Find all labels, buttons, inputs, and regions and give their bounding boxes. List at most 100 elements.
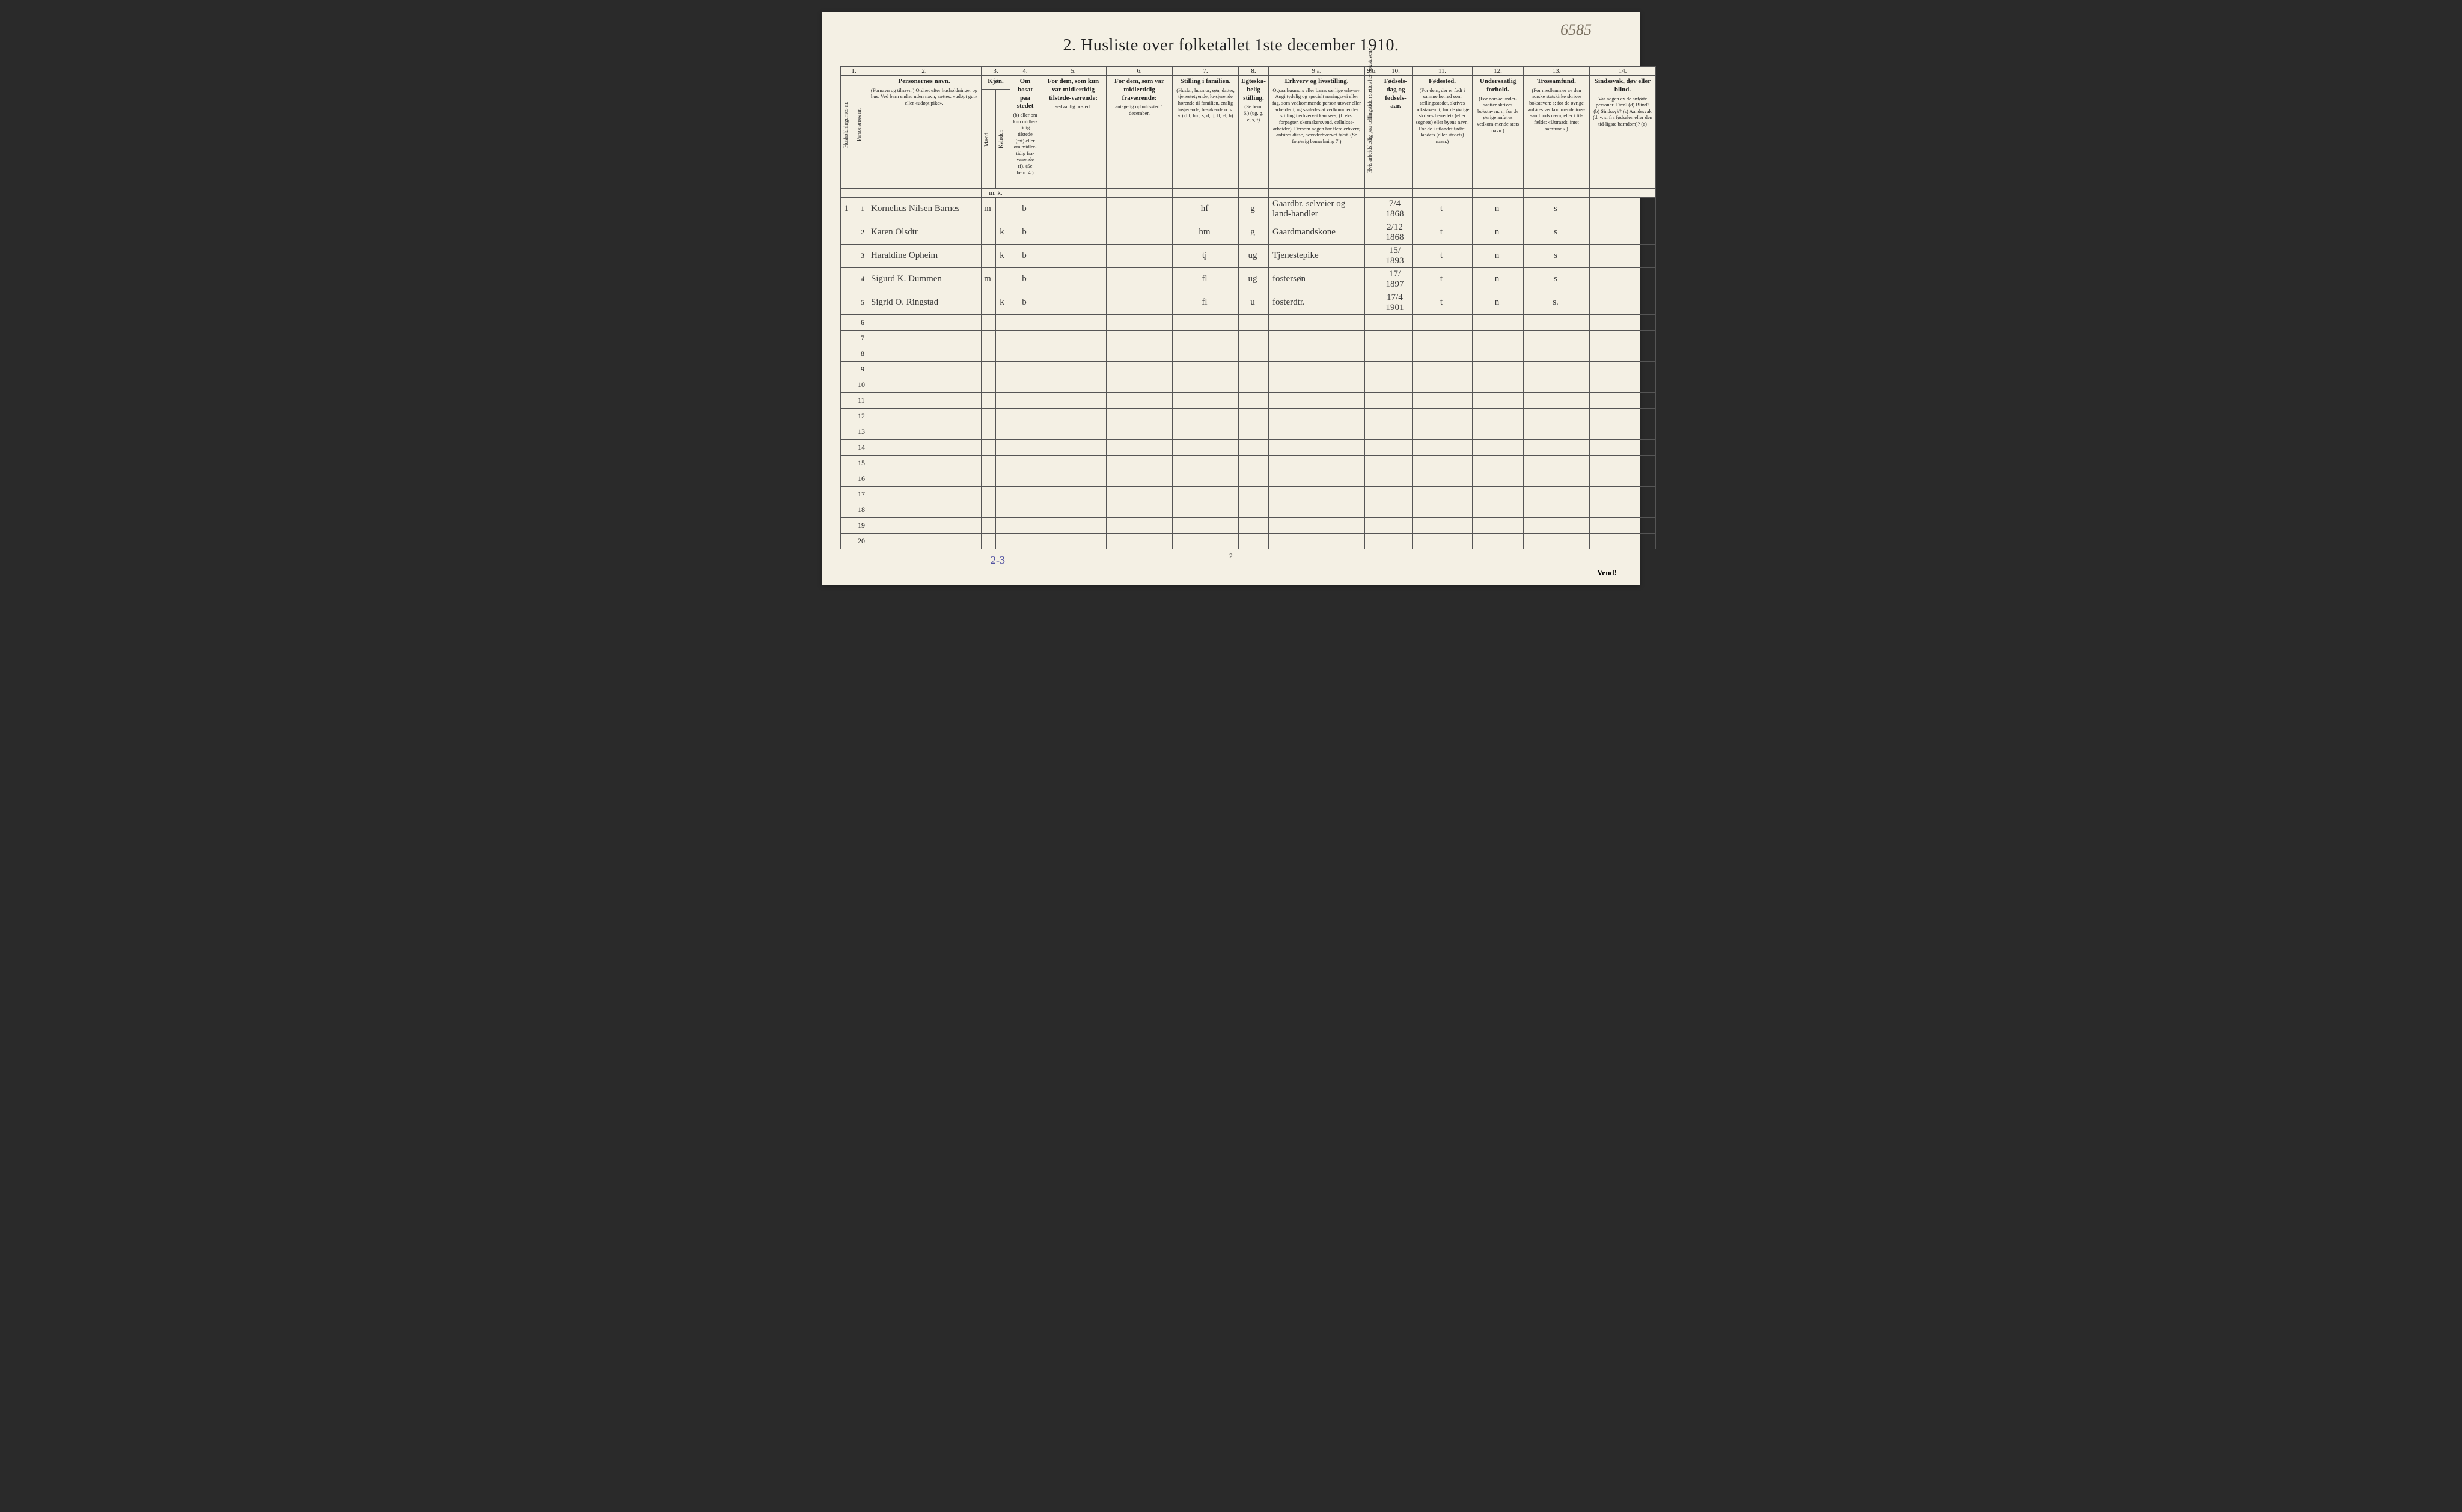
cell-empty	[1173, 330, 1239, 346]
cell-hh	[841, 471, 854, 486]
cell-empty	[1473, 314, 1524, 330]
cell-sex-m	[982, 221, 996, 244]
hdr-trossamfund-main: Trossamfund.	[1526, 78, 1587, 87]
cell-empty	[996, 486, 1010, 502]
cell-empty	[1413, 424, 1473, 439]
hdr-familie-sub: (Husfar, husmor, søn, datter, tjenestety…	[1175, 87, 1236, 119]
cell-hh	[841, 408, 854, 424]
hdr-fravaer-main: For dem, som var midlertidig fraværende:	[1109, 78, 1170, 103]
cell-arbeidsledig	[1365, 221, 1379, 244]
blank	[1473, 188, 1524, 197]
cell-arbeidsledig	[1365, 244, 1379, 267]
hdr-trossamfund-sub: (For medlemmer av den norske statskirke …	[1526, 87, 1587, 132]
table-row: 5Sigrid O. Ringstadkbflufosterdtr.17/4 1…	[841, 291, 1656, 314]
cell-empty	[982, 314, 996, 330]
blank	[841, 188, 854, 197]
cell-empty	[996, 533, 1010, 549]
cell-empty	[1365, 361, 1379, 377]
cell-person-nr: 16	[854, 471, 867, 486]
cell-empty	[1473, 424, 1524, 439]
cell-empty	[867, 377, 982, 392]
cell-person-nr: 4	[854, 267, 867, 291]
cell-fodselsdato: 2/12 1868	[1379, 221, 1413, 244]
cell-empty	[1365, 533, 1379, 549]
hdr-sindssvak: Sindssvak, døv eller blind. Var nogen av…	[1590, 76, 1656, 189]
cell-sex-k	[996, 267, 1010, 291]
cell-hh: 1	[841, 197, 854, 221]
cell-name: Haraldine Opheim	[867, 244, 982, 267]
cell-person-nr: 8	[854, 346, 867, 361]
cell-person-nr: 6	[854, 314, 867, 330]
cell-tilstede	[1040, 244, 1107, 267]
cell-empty	[1010, 424, 1040, 439]
colnum-4: 4.	[1010, 67, 1040, 76]
table-row-empty: 14	[841, 439, 1656, 455]
cell-empty	[867, 346, 982, 361]
cell-sindssvak	[1590, 291, 1656, 314]
cell-sindssvak	[1590, 244, 1656, 267]
vend-label: Vend!	[1597, 568, 1617, 578]
cell-empty	[1239, 439, 1269, 455]
cell-person-nr: 12	[854, 408, 867, 424]
cell-empty	[1269, 424, 1365, 439]
blank	[1173, 188, 1239, 197]
cell-empty	[1524, 408, 1590, 424]
cell-tilstede	[1040, 291, 1107, 314]
cell-empty	[1040, 346, 1107, 361]
cell-empty	[1413, 346, 1473, 361]
cell-empty	[996, 346, 1010, 361]
colnum-6: 6.	[1107, 67, 1173, 76]
cell-trossamfund: s	[1524, 197, 1590, 221]
cell-empty	[996, 471, 1010, 486]
cell-empty	[1239, 486, 1269, 502]
cell-hh	[841, 517, 854, 533]
cell-empty	[1107, 346, 1173, 361]
cell-empty	[1269, 486, 1365, 502]
cell-bosat: b	[1010, 221, 1040, 244]
table-row-empty: 20	[841, 533, 1656, 549]
cell-empty	[1010, 408, 1040, 424]
cell-fodested: t	[1413, 291, 1473, 314]
colnum-9a: 9 a.	[1269, 67, 1365, 76]
cell-empty	[1269, 346, 1365, 361]
cell-empty	[1473, 361, 1524, 377]
cell-person-nr: 7	[854, 330, 867, 346]
cell-bosat: b	[1010, 291, 1040, 314]
hdr-household-nr: Husholdningernes nr.	[841, 76, 854, 189]
hdr-egteskap-main: Egteska-belig stilling.	[1241, 78, 1266, 103]
cell-empty	[1107, 330, 1173, 346]
colnum-12: 12.	[1473, 67, 1524, 76]
cell-empty	[1010, 346, 1040, 361]
cell-empty	[1473, 533, 1524, 549]
cell-empty	[996, 517, 1010, 533]
hdr-undersaat: Undersaatlig forhold. (For norske under-…	[1473, 76, 1524, 189]
pencil-annotation: 6585	[1560, 21, 1592, 39]
hdr-sex-main: Kjøn.	[984, 78, 1007, 87]
cell-empty	[1590, 533, 1656, 549]
cell-trossamfund: s	[1524, 221, 1590, 244]
cell-hh	[841, 291, 854, 314]
cell-empty	[1107, 361, 1173, 377]
hdr-sindssvak-main: Sindssvak, døv eller blind.	[1592, 78, 1653, 96]
cell-trossamfund: s.	[1524, 291, 1590, 314]
cell-empty	[1524, 330, 1590, 346]
cell-hh	[841, 330, 854, 346]
cell-empty	[1173, 392, 1239, 408]
table-row-empty: 16	[841, 471, 1656, 486]
blank	[1239, 188, 1269, 197]
table-header: 1. 2. 3. 4. 5. 6. 7. 8. 9 a. 9 b. 10. 11…	[841, 67, 1656, 198]
cell-empty	[867, 517, 982, 533]
hdr-erhverv-sub: Ogsaa husmors eller barns særlige erhver…	[1271, 87, 1362, 145]
cell-empty	[996, 330, 1010, 346]
cell-empty	[1269, 361, 1365, 377]
colnum-10: 10.	[1379, 67, 1413, 76]
cell-empty	[982, 392, 996, 408]
blank	[1524, 188, 1590, 197]
cell-empty	[1040, 377, 1107, 392]
cell-egteskap: ug	[1239, 244, 1269, 267]
cell-hh	[841, 392, 854, 408]
table-row-empty: 10	[841, 377, 1656, 392]
cell-empty	[1107, 439, 1173, 455]
hdr-trossamfund: Trossamfund. (For medlemmer av den norsk…	[1524, 76, 1590, 189]
cell-empty	[867, 439, 982, 455]
